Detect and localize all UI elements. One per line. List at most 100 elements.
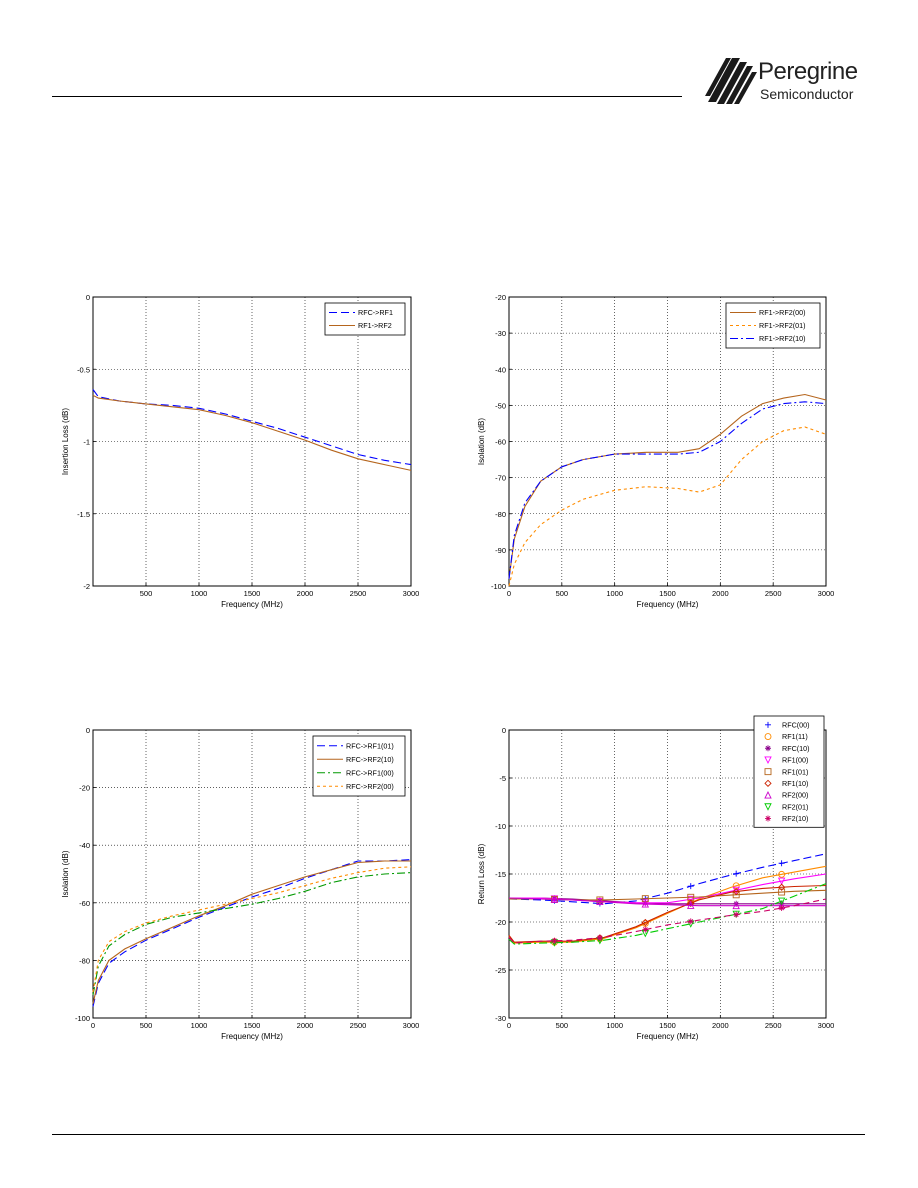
- series-marker: [551, 937, 558, 944]
- series-line: [508, 898, 827, 944]
- x-tick-label: 0: [507, 589, 511, 598]
- y-tick-label: -2: [83, 582, 90, 591]
- series-marker: [596, 897, 604, 906]
- y-axis-label: Return Loss (dB): [477, 843, 486, 904]
- legend-marker: [764, 779, 772, 787]
- series-line: [92, 859, 412, 1007]
- legend-marker: [764, 733, 772, 740]
- chart-2: 0 500 1000 1500 2000 2500 3000 -20 -30 -40 -50 -60 -…: [477, 293, 834, 609]
- series-marker: [641, 918, 649, 927]
- legend-box: [324, 302, 406, 336]
- x-tick-label: 3000: [403, 589, 420, 598]
- x-tick-label: 3000: [403, 1021, 420, 1030]
- legend-label: RF2(00): [782, 791, 808, 800]
- series-marker: [733, 900, 740, 907]
- brand-name: Peregrine: [758, 58, 858, 85]
- legend-label: RFC(10): [782, 744, 810, 753]
- legend-label: RF2(01): [782, 802, 808, 811]
- y-tick-label: -50: [495, 401, 506, 410]
- y-tick-label: -15: [495, 870, 506, 879]
- series-marker: [687, 918, 694, 925]
- peregrine-logo: Peregrine Semiconductor: [702, 56, 872, 106]
- series-marker: [778, 888, 786, 896]
- x-tick-label: 1000: [191, 1021, 208, 1030]
- x-tick-label: 500: [556, 1021, 569, 1030]
- legend: RFC->RF1(01) RFC->RF2(10) RFC->RF1(00) RFC-…: [312, 735, 406, 797]
- series-marker: [777, 883, 786, 891]
- y-tick-label: -90: [495, 546, 506, 555]
- legend-label: RF1->RF2(10): [759, 334, 806, 343]
- legend-label: RFC->RF2(00): [346, 782, 394, 791]
- series-line: [92, 389, 412, 466]
- legend-marker: [764, 756, 772, 764]
- series-marker: [778, 860, 785, 867]
- series-line: [92, 860, 411, 1004]
- series-line: [508, 401, 827, 579]
- y-axis-label: Insertion Loss (dB): [61, 408, 70, 475]
- series-line: [92, 394, 412, 471]
- legend-label: RF1(10): [782, 779, 808, 788]
- falcon-stripes-icon: [705, 58, 757, 104]
- x-tick-label: 2500: [765, 589, 782, 598]
- y-tick-label: -80: [495, 510, 506, 519]
- legend-marker: [764, 803, 772, 811]
- x-tick-label: 0: [507, 1021, 511, 1030]
- y-tick-label: -20: [495, 293, 506, 302]
- series-marker: [596, 896, 604, 904]
- series-marker: [642, 926, 649, 933]
- legend-marker: [765, 721, 771, 728]
- series-marker: [732, 901, 740, 910]
- y-tick-label: 0: [502, 726, 506, 735]
- y-tick-label: -60: [79, 899, 90, 908]
- legend-label: RFC->RF1(01): [346, 741, 394, 750]
- legend-marker: [764, 791, 772, 799]
- series-line: [508, 853, 827, 905]
- x-axis-label: Frequency (MHz): [221, 1032, 283, 1041]
- series-marker: [777, 897, 786, 906]
- y-tick-label: 0: [86, 293, 90, 302]
- x-tick-label: 0: [91, 1021, 95, 1030]
- legend-label: RF1(01): [782, 767, 808, 776]
- series-marker: [596, 897, 603, 904]
- x-tick-label: 1500: [659, 589, 676, 598]
- series-line: [508, 426, 827, 587]
- legend-label: RF1->RF2(00): [759, 308, 806, 317]
- series-marker: [687, 895, 695, 904]
- series-marker: [732, 887, 740, 896]
- legend-label: RF1->RF2(01): [759, 321, 806, 330]
- chart-1: 500 1000 1500 2000 2500 3000 0 -0.5 -1 -1.5 -2 Freq…: [61, 293, 419, 609]
- series-marker: [641, 899, 650, 907]
- legend-label: RF2(10): [782, 814, 808, 823]
- x-tick-label: 2500: [765, 1021, 782, 1030]
- legend-marker: [764, 768, 772, 776]
- y-tick-label: -25: [495, 966, 506, 975]
- y-tick-label: -70: [495, 474, 506, 483]
- y-tick-label: -100: [491, 582, 506, 591]
- y-tick-label: -10: [495, 822, 506, 831]
- legend-label: RFC->RF1: [358, 308, 393, 317]
- y-axis-label: Isolation (dB): [61, 850, 70, 897]
- y-tick-label: -20: [495, 918, 506, 927]
- series-marker: [777, 877, 786, 886]
- legend-marker: [765, 745, 771, 752]
- x-tick-label: 2000: [712, 589, 729, 598]
- chart-4: 0 500 1000 1500 2000 2500 3000 0 -5 -10 -15 -20 -25 -…: [477, 715, 834, 1041]
- series-line: [508, 883, 827, 945]
- brand-sub: Semiconductor: [760, 86, 854, 102]
- legend-label: RF1(00): [782, 756, 808, 765]
- header-rule: [52, 96, 682, 97]
- series-marker: [733, 911, 740, 918]
- legend-label: RF1(11): [782, 732, 808, 741]
- y-tick-label: -20: [79, 784, 90, 793]
- series-line: [508, 884, 827, 943]
- series-line: [92, 872, 412, 996]
- x-axis-label: Frequency (MHz): [637, 1032, 699, 1041]
- y-tick-label: -1.5: [77, 510, 90, 519]
- series-marker: [596, 934, 603, 941]
- legend-label: RF1->RF2: [358, 321, 392, 330]
- legend-box: [725, 302, 821, 349]
- x-tick-label: 1000: [191, 589, 208, 598]
- y-tick-label: -80: [79, 956, 90, 965]
- y-tick-label: -40: [495, 365, 506, 374]
